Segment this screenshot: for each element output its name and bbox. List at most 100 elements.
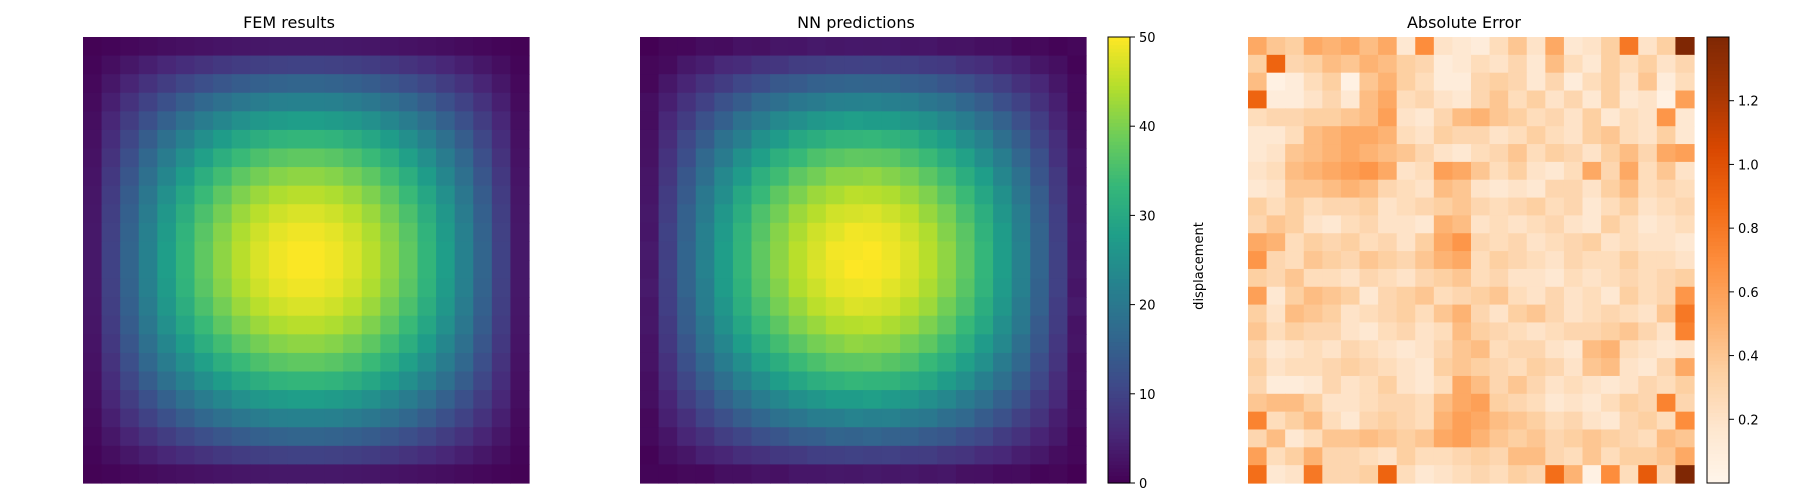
fem-cell: [268, 464, 289, 484]
fem-cell: [380, 297, 400, 317]
nn-cell: [881, 408, 901, 428]
nn-cell: [900, 204, 920, 224]
fem-cell: [361, 37, 381, 57]
oranges-colorbar-gradient-segment: [1707, 453, 1729, 458]
oranges-colorbar-gradient-segment: [1707, 293, 1729, 298]
nn-cell: [807, 315, 827, 335]
oranges-colorbar-gradient-segment: [1707, 360, 1729, 365]
error-cell: [1322, 215, 1342, 234]
error-cell: [1248, 233, 1268, 252]
error-cell: [1656, 304, 1677, 324]
nn-cell: [974, 167, 994, 187]
error-cell: [1248, 286, 1268, 306]
error-cell: [1433, 322, 1454, 341]
error-cell: [1619, 90, 1639, 109]
viridis-colorbar-gradient-segment: [1108, 404, 1130, 410]
fem-cell: [83, 185, 103, 205]
viridis-colorbar-gradient-segment: [1108, 471, 1130, 477]
nn-cell: [770, 222, 790, 243]
error-cell: [1563, 340, 1584, 359]
viridis-colorbar-gradient-segment: [1108, 155, 1130, 161]
fem-cell: [83, 148, 103, 168]
fem-heatmap: [83, 37, 530, 484]
oranges-colorbar-gradient-segment: [1707, 475, 1729, 480]
nn-cell: [881, 185, 901, 205]
nn-cell: [788, 315, 808, 335]
error-cell: [1359, 251, 1379, 270]
fem-cell: [120, 278, 140, 298]
nn-cell: [825, 222, 846, 243]
nn-cell: [937, 278, 957, 298]
fem-cell: [157, 129, 177, 150]
oranges-colorbar-gradient-segment: [1707, 200, 1729, 205]
fem-cell: [138, 408, 158, 428]
error-cell: [1248, 215, 1268, 234]
viridis-colorbar-gradient-segment: [1108, 349, 1130, 354]
fem-cell: [194, 408, 214, 428]
fem-cell: [213, 464, 233, 484]
nn-cell: [974, 427, 994, 447]
viridis-colorbar-gradient-segment: [1108, 416, 1130, 421]
viridis-colorbar-tick-label: 20: [1139, 299, 1156, 314]
nn-cell: [881, 37, 901, 57]
nn-cell: [974, 315, 994, 335]
fem-cell: [213, 427, 233, 447]
fem-cell: [175, 297, 196, 317]
nn-cell: [1067, 111, 1087, 131]
fem-cell: [361, 334, 381, 354]
nn-cell: [807, 111, 827, 131]
error-cell: [1638, 393, 1658, 413]
fem-cell: [157, 92, 177, 112]
fem-cell: [101, 92, 121, 112]
fem-cell: [287, 408, 307, 428]
fem-cell: [83, 427, 103, 447]
error-cell: [1452, 447, 1472, 466]
viridis-colorbar-gradient-segment: [1108, 312, 1130, 317]
fem-cell: [138, 371, 158, 391]
error-cell: [1508, 90, 1528, 109]
nn-cell: [714, 260, 734, 280]
nn-cell: [825, 464, 846, 484]
nn-cell: [863, 297, 883, 317]
fem-cell: [436, 427, 456, 447]
nn-cell: [863, 408, 883, 428]
nn-cell: [788, 241, 808, 261]
fem-cell: [287, 445, 307, 466]
error-cell: [1415, 215, 1435, 234]
fem-cell: [361, 241, 381, 261]
error-cell: [1656, 108, 1677, 127]
error-cell: [1601, 268, 1621, 288]
fem-cell: [510, 37, 530, 57]
error-cell: [1266, 465, 1286, 484]
oranges-colorbar-gradient-segment: [1707, 464, 1729, 469]
oranges-colorbar-gradient-segment: [1707, 401, 1729, 406]
viridis-colorbar-gradient-segment: [1108, 449, 1130, 454]
error-cell: [1340, 304, 1361, 324]
nn-cell: [807, 167, 827, 187]
oranges-colorbar-gradient-segment: [1707, 274, 1729, 280]
error-cell: [1563, 144, 1584, 163]
fem-cell: [101, 408, 121, 428]
error-cell: [1340, 233, 1361, 252]
error-cell: [1638, 37, 1658, 56]
error-cell: [1378, 340, 1398, 359]
nn-cell: [1048, 334, 1069, 354]
error-cell: [1619, 233, 1639, 252]
fem-cell: [361, 92, 381, 112]
nn-cell: [677, 427, 697, 447]
nn-cell: [788, 260, 808, 280]
nn-cell: [770, 37, 790, 57]
oranges-colorbar-gradient-segment: [1707, 404, 1729, 410]
nn-cell: [640, 55, 660, 75]
error-cell: [1340, 54, 1361, 74]
nn-cell: [751, 92, 771, 112]
viridis-colorbar-gradient-segment: [1108, 378, 1130, 384]
nn-cell: [1048, 445, 1069, 466]
viridis-colorbar-gradient-segment: [1108, 356, 1130, 361]
fem-cell: [213, 445, 233, 466]
error-cell: [1452, 37, 1472, 56]
nn-cell: [993, 167, 1013, 187]
fem-cell: [250, 37, 270, 57]
fem-cell: [120, 148, 140, 168]
fem-cell: [398, 148, 419, 168]
